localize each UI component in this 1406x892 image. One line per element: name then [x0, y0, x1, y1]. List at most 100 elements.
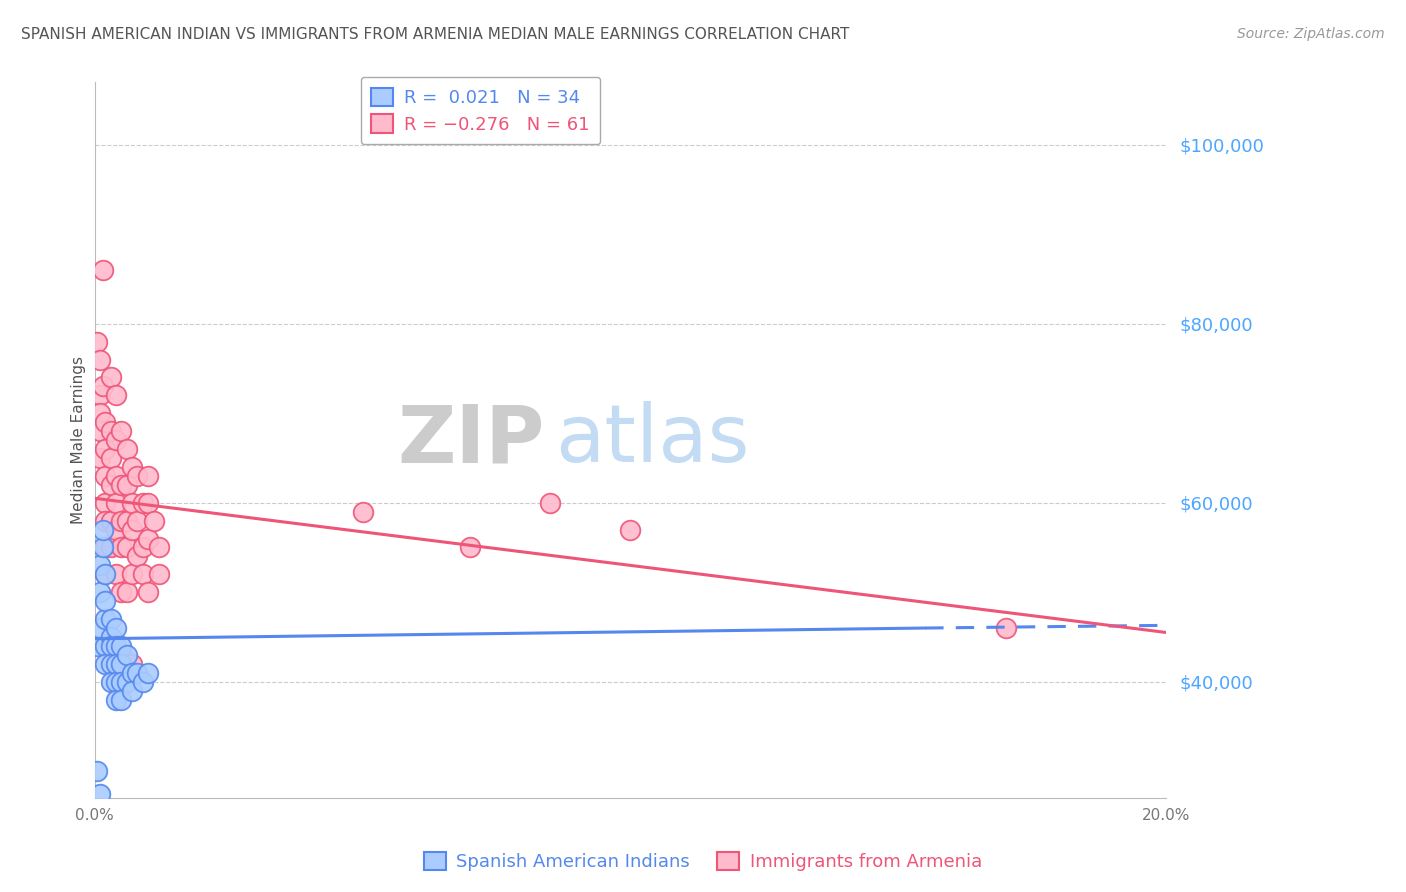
Point: [115, 514, 138, 528]
Point: [94, 594, 117, 608]
Legend: R =  0.021   N = 34, R = −0.276   N = 61: R = 0.021 N = 34, R = −0.276 N = 61: [360, 77, 600, 145]
Point: [100, 478, 122, 492]
Point: [100, 612, 122, 626]
Point: [127, 514, 149, 528]
Point: [100, 424, 122, 438]
Point: [89, 621, 111, 635]
Point: [105, 567, 128, 582]
Point: [110, 424, 132, 438]
Point: [94, 442, 117, 456]
Point: [94, 469, 117, 483]
Point: [115, 585, 138, 599]
Point: [352, 505, 374, 519]
Point: [994, 621, 1017, 635]
Point: [105, 639, 128, 653]
Point: [86, 639, 108, 653]
Point: [121, 523, 143, 537]
Point: [121, 459, 143, 474]
Point: [148, 567, 170, 582]
Point: [105, 621, 128, 635]
Point: [458, 541, 481, 555]
Point: [110, 648, 132, 662]
Legend: Spanish American Indians, Immigrants from Armenia: Spanish American Indians, Immigrants fro…: [416, 845, 990, 879]
Point: [89, 352, 111, 367]
Point: [132, 674, 155, 689]
Point: [89, 585, 111, 599]
Point: [127, 469, 149, 483]
Point: [89, 787, 111, 801]
Point: [110, 692, 132, 706]
Point: [94, 415, 117, 429]
Point: [121, 683, 143, 698]
Point: [110, 478, 132, 492]
Point: [115, 648, 138, 662]
Point: [110, 657, 132, 671]
Point: [100, 370, 122, 384]
Point: [538, 496, 561, 510]
Point: [136, 532, 159, 546]
Point: [86, 764, 108, 779]
Point: [105, 433, 128, 447]
Point: [127, 665, 149, 680]
Point: [110, 639, 132, 653]
Point: [100, 514, 122, 528]
Point: [148, 541, 170, 555]
Point: [94, 567, 117, 582]
Point: [136, 469, 159, 483]
Point: [136, 585, 159, 599]
Text: Source: ZipAtlas.com: Source: ZipAtlas.com: [1237, 27, 1385, 41]
Point: [89, 558, 111, 573]
Point: [110, 585, 132, 599]
Point: [100, 541, 122, 555]
Point: [110, 514, 132, 528]
Point: [110, 541, 132, 555]
Point: [619, 523, 641, 537]
Point: [115, 674, 138, 689]
Point: [121, 496, 143, 510]
Point: [121, 657, 143, 671]
Point: [89, 424, 111, 438]
Text: atlas: atlas: [555, 401, 749, 479]
Point: [132, 496, 155, 510]
Text: ZIP: ZIP: [398, 401, 544, 479]
Point: [91, 263, 114, 277]
Text: SPANISH AMERICAN INDIAN VS IMMIGRANTS FROM ARMENIA MEDIAN MALE EARNINGS CORRELAT: SPANISH AMERICAN INDIAN VS IMMIGRANTS FR…: [21, 27, 849, 42]
Point: [91, 541, 114, 555]
Point: [100, 639, 122, 653]
Point: [127, 549, 149, 564]
Point: [105, 657, 128, 671]
Point: [94, 514, 117, 528]
Point: [136, 496, 159, 510]
Point: [94, 496, 117, 510]
Point: [105, 674, 128, 689]
Point: [115, 442, 138, 456]
Point: [132, 567, 155, 582]
Point: [100, 674, 122, 689]
Point: [121, 567, 143, 582]
Point: [94, 612, 117, 626]
Point: [94, 567, 117, 582]
Point: [105, 469, 128, 483]
Point: [105, 523, 128, 537]
Point: [105, 692, 128, 706]
Point: [89, 388, 111, 402]
Point: [94, 639, 117, 653]
Point: [105, 388, 128, 402]
Point: [91, 379, 114, 393]
Point: [100, 657, 122, 671]
Point: [110, 674, 132, 689]
Point: [100, 630, 122, 644]
Point: [86, 334, 108, 349]
Point: [105, 496, 128, 510]
Point: [94, 657, 117, 671]
Point: [121, 665, 143, 680]
Point: [94, 541, 117, 555]
Point: [100, 450, 122, 465]
Point: [136, 665, 159, 680]
Point: [142, 514, 165, 528]
Point: [89, 406, 111, 420]
Point: [89, 450, 111, 465]
Point: [115, 478, 138, 492]
Point: [132, 541, 155, 555]
Point: [91, 523, 114, 537]
